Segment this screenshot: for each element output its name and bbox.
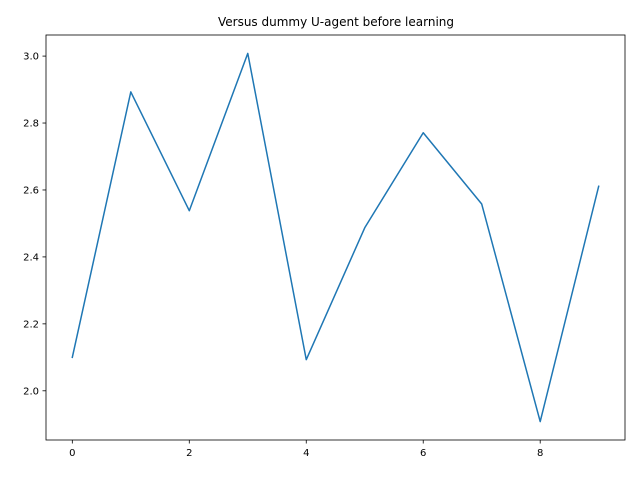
plot-frame <box>45 34 626 441</box>
x-tick-label: 6 <box>420 448 426 459</box>
series-layer <box>71 52 600 423</box>
series-line-0 <box>71 52 600 423</box>
x-tick-label: 0 <box>69 448 75 459</box>
x-tick-label: 8 <box>537 448 543 459</box>
y-tick-label: 2.4 <box>23 252 39 263</box>
chart-title: Versus dummy U-agent before learning <box>218 15 454 29</box>
y-tick-label: 2.0 <box>23 386 39 397</box>
x-tick-label: 4 <box>303 448 309 459</box>
y-tick-label: 2.2 <box>23 319 39 330</box>
y-tick-label: 2.6 <box>23 185 39 196</box>
x-tick-label: 2 <box>186 448 192 459</box>
y-tick-label: 2.8 <box>23 119 39 130</box>
axes-layer: 0 2 4 6 8 2.0 2.2 2.4 2.6 2.8 3.0 <box>23 34 626 459</box>
y-tick-label: 3.0 <box>23 52 39 63</box>
